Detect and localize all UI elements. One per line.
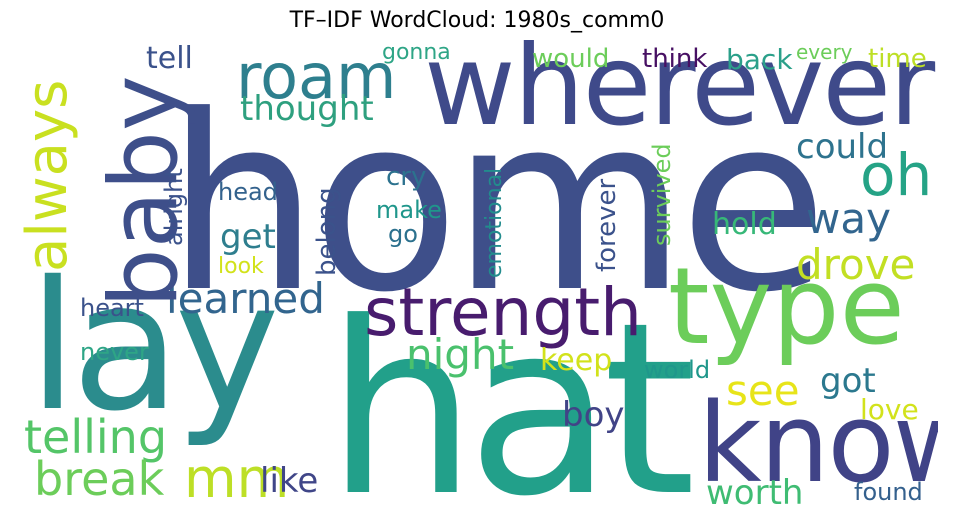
- word-emotional: emotional: [482, 167, 507, 278]
- word-hold: hold: [712, 207, 777, 242]
- word-wherever: wherever: [424, 40, 935, 151]
- word-worth: worth: [706, 473, 804, 510]
- word-lay: lay: [28, 243, 280, 450]
- word-drove: drove: [796, 240, 916, 289]
- word-break: break: [34, 452, 165, 506]
- word-see: see: [726, 366, 800, 415]
- word-could: could: [796, 127, 889, 167]
- word-keep: keep: [540, 343, 613, 378]
- word-boy: boy: [562, 395, 625, 435]
- word-would: would: [532, 44, 610, 74]
- word-thought: thought: [240, 89, 374, 129]
- word-strength: strength: [364, 274, 642, 351]
- word-forever: forever: [592, 178, 622, 272]
- word-make: make: [376, 196, 442, 224]
- word-cry: cry: [386, 162, 427, 192]
- word-oh: oh: [860, 141, 933, 209]
- word-night: night: [406, 330, 515, 379]
- word-never: never: [80, 338, 149, 366]
- word-belong: belong: [312, 187, 342, 276]
- word-found: found: [854, 478, 923, 506]
- word-back: back: [726, 43, 793, 76]
- word-get: get: [220, 217, 276, 257]
- word-know: know: [698, 379, 938, 507]
- word-every: every: [796, 40, 853, 64]
- word-love: love: [860, 393, 919, 426]
- word-think: think: [642, 44, 708, 74]
- word-roam: roam: [236, 40, 397, 113]
- word-cloud: home hat lay wherever type know strength…: [20, 40, 938, 510]
- word-got: got: [820, 361, 876, 401]
- word-learned: learned: [166, 274, 325, 323]
- word-go: go: [388, 220, 418, 248]
- word-head: head: [218, 178, 278, 206]
- word-type: type: [668, 245, 905, 368]
- word-world: world: [644, 356, 711, 384]
- word-tell: tell: [146, 41, 193, 76]
- word-gonna: gonna: [382, 40, 451, 65]
- word-always: always: [20, 79, 80, 272]
- word-heart: heart: [80, 294, 144, 322]
- word-survived: survived: [648, 143, 676, 246]
- word-look: look: [218, 254, 264, 279]
- word-time: time: [868, 44, 927, 74]
- word-alright: alright: [160, 168, 188, 246]
- word-hat: hat: [326, 272, 696, 511]
- figure-title: TF–IDF WordCloud: 1980s_comm0: [289, 8, 665, 33]
- word-telling: telling: [24, 410, 168, 464]
- word-mm: mm: [184, 447, 290, 510]
- word-like: like: [260, 461, 319, 501]
- word-home: home: [166, 64, 828, 346]
- word-way: way: [806, 194, 891, 243]
